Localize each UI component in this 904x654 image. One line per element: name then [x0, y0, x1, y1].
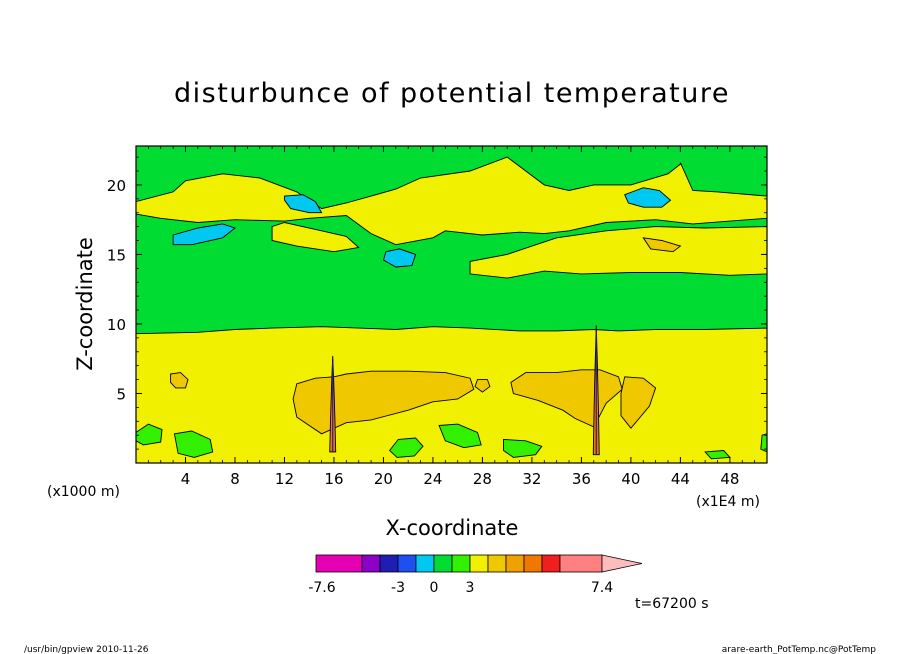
- x-tick-label: 16: [324, 470, 343, 488]
- y-tick-label: 10: [107, 316, 126, 334]
- region-upper-right-yellow-band: [469, 226, 767, 279]
- colorbar-arrow: [601, 554, 643, 573]
- colorbar-cell: [487, 554, 507, 573]
- colorbar-cell: [433, 554, 453, 573]
- plot-frame: [135, 145, 768, 464]
- colorbar-cell: [315, 554, 363, 573]
- region-cyan-blob-a: [172, 223, 236, 246]
- region-green-blob-bottom-1: [173, 430, 214, 458]
- time-label: t=67200 s: [635, 596, 709, 612]
- colorbar-cell: [523, 554, 543, 573]
- x-unit-left: (x1000 m): [47, 484, 120, 500]
- colorbar: -7.6 -3 0 3 7.4: [308, 554, 643, 596]
- y-tick-label: 15: [107, 246, 126, 264]
- region-cyan-blob-c: [624, 187, 672, 208]
- x-tick-label: 48: [720, 470, 739, 488]
- region-upper-yellow-band: [136, 156, 767, 246]
- region-green-blob-bottom-4: [503, 438, 543, 458]
- x-tick-label: 32: [522, 470, 541, 488]
- spike-marks: [329, 325, 600, 456]
- region-orange-dot-b: [474, 379, 491, 393]
- colorbar-cell: [559, 554, 603, 573]
- y-axis-ticks: 5 10 15 20: [107, 156, 767, 450]
- x-tick-label: 20: [374, 470, 393, 488]
- x-tick-label: 36: [572, 470, 591, 488]
- contour-regions: [136, 156, 767, 463]
- region-orange-blob-left: [292, 370, 475, 435]
- x-tick-label: 8: [230, 470, 240, 488]
- colorbar-cell: [361, 554, 381, 573]
- region-orange-patch-right-edge: [620, 376, 657, 429]
- x-tick-label: 40: [621, 470, 640, 488]
- x-tick-label: 4: [181, 470, 191, 488]
- footer-left: /usr/bin/gpview 2010-11-26: [24, 645, 149, 654]
- colorbar-label: 3: [466, 580, 475, 596]
- x-tick-label: 24: [423, 470, 442, 488]
- y-tick-label: 20: [107, 177, 126, 195]
- colorbar-label: -7.6: [308, 580, 335, 596]
- footer-right: arare-earth_PotTemp.nc@PotTemp: [722, 645, 877, 654]
- colorbar-cell: [541, 554, 561, 573]
- region-green-blob-bottom-5: [136, 423, 163, 446]
- region-orange-dot-upper: [642, 237, 682, 253]
- region-cyan-blob-d: [382, 248, 417, 268]
- colorbar-cell: [505, 554, 525, 573]
- region-orange-dot-a: [170, 372, 189, 389]
- colorbar-cell: [451, 554, 471, 573]
- colorbar-cell: [397, 554, 417, 573]
- region-cyan-blob-b: [284, 194, 323, 214]
- colorbar-label: 0: [430, 580, 439, 596]
- colorbar-cell: [469, 554, 489, 573]
- chart-title: disturbunce of potential temperature: [174, 78, 730, 109]
- x-tick-label: 44: [671, 470, 690, 488]
- region-green-blob-bottom-6: [760, 433, 767, 453]
- x-unit-right: (x1E4 m): [696, 494, 760, 510]
- colorbar-cell: [379, 554, 399, 573]
- colorbar-cell: [415, 554, 435, 573]
- colorbar-label: 7.4: [591, 580, 613, 596]
- region-green-blob-bottom-2: [388, 437, 424, 458]
- y-tick-label: 5: [116, 385, 126, 403]
- region-green-blob-bottom-3: [438, 423, 482, 449]
- region-upper-left-yellow-patch: [271, 222, 360, 253]
- x-axis-label: X-coordinate: [386, 516, 519, 540]
- x-tick-label: 12: [275, 470, 294, 488]
- x-axis-ticks: 4 8 12 16 20 24 28 32 36 40 44 48: [147, 146, 756, 488]
- y-axis-label: Z-coordinate: [73, 237, 97, 371]
- colorbar-label: -3: [391, 580, 405, 596]
- x-tick-label: 28: [473, 470, 492, 488]
